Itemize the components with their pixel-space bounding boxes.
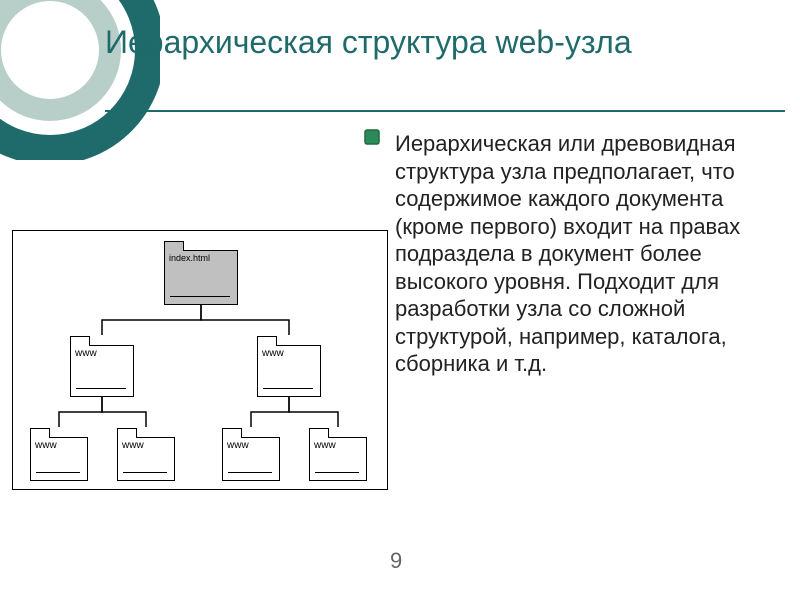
tree-node-label: www [75,348,97,359]
page-number: 9 [390,548,402,574]
body-paragraph: Иерархическая или древовидная структура … [395,130,785,378]
tree-node-label: www [227,440,249,451]
tree-node-label: index.html [169,253,210,263]
tree-node-label: www [314,440,336,451]
tree-node-a1: www [30,437,88,481]
slide-title: Иерархическая структура web-узла [105,24,705,61]
tree-node-b2: www [309,437,367,481]
bullet-icon [363,128,381,146]
tree-node-root: index.html [164,250,238,305]
tree-node-a2: www [117,437,175,481]
title-text: Иерархическая структура web-узла [105,24,705,61]
tree-node-a: www [70,345,134,397]
tree-node-b: www [257,345,321,397]
tree-node-b1: www [222,437,280,481]
tree-node-label: www [122,440,144,451]
title-rule [105,110,785,112]
tree-node-label: www [35,440,57,451]
hierarchy-diagram: index.html www www www www www www [12,230,388,490]
tree-node-label: www [262,348,284,359]
